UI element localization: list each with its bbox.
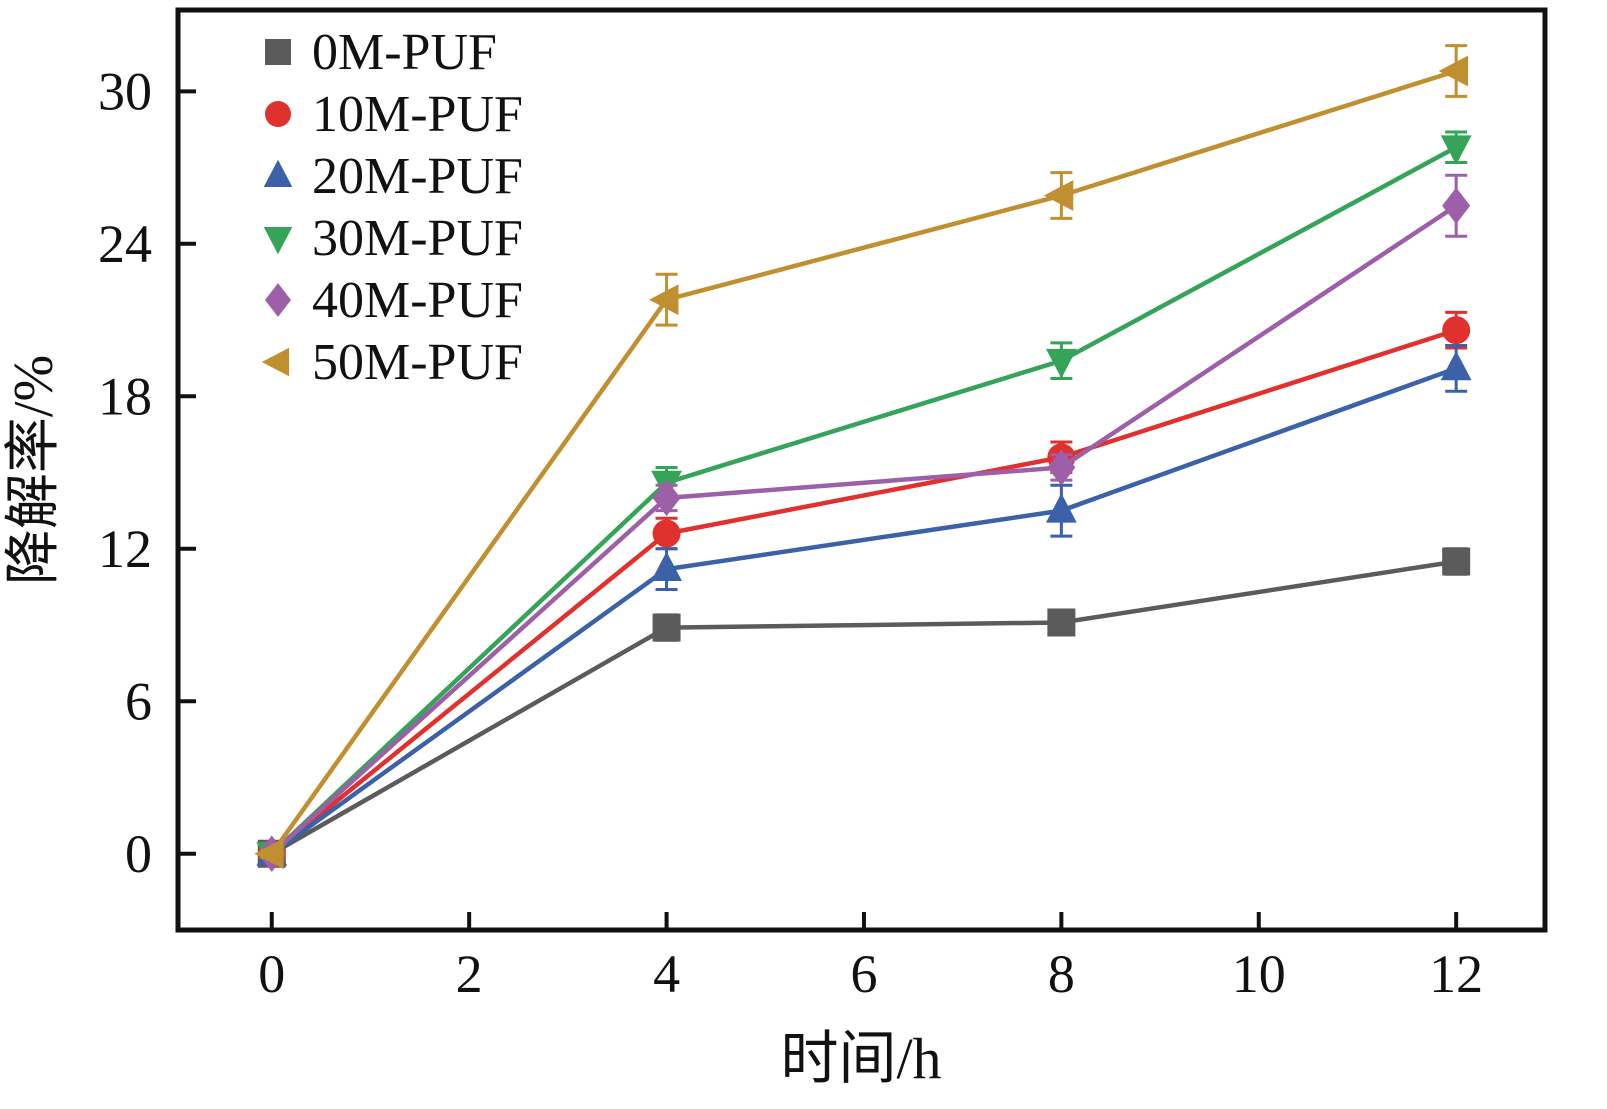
- circle-legend-icon: [265, 101, 291, 127]
- legend-label: 10M-PUF: [312, 86, 523, 143]
- triangle-left-marker: [649, 284, 679, 316]
- y-axis-title: 降解率/%: [3, 355, 65, 585]
- x-tick-label: 4: [653, 944, 680, 1004]
- series-50M-PUF: [254, 44, 1469, 870]
- series-line: [270, 559, 1457, 856]
- y-tick-label: 24: [98, 214, 152, 274]
- plot-frame: [175, 7, 1548, 933]
- y-tick-label: 12: [98, 519, 152, 579]
- y-tick-label: 6: [125, 671, 152, 731]
- x-tick-label: 8: [1048, 944, 1075, 1004]
- circle-marker: [1442, 316, 1471, 345]
- triangle-up-marker: [1045, 493, 1077, 523]
- series-line: [270, 145, 1458, 856]
- x-tick-label: 0: [258, 944, 285, 1004]
- legend-item-0M-PUF: 0M-PUF: [265, 24, 497, 81]
- y-tick-label: 0: [125, 824, 152, 884]
- y-tick-label: 30: [98, 61, 152, 121]
- series-line: [270, 203, 1458, 856]
- series-line: [270, 366, 1457, 856]
- series-line: [270, 328, 1457, 856]
- diamond-legend-icon: [265, 283, 291, 317]
- legend-label: 0M-PUF: [312, 24, 497, 81]
- square-legend-icon: [265, 39, 291, 65]
- square-marker: [652, 613, 681, 642]
- triangle-down-legend-icon: [263, 226, 293, 255]
- triangle-down-marker: [1440, 135, 1472, 165]
- legend-item-50M-PUF: 50M-PUF: [261, 334, 523, 391]
- diamond-marker: [1047, 449, 1076, 486]
- square-marker: [1047, 608, 1076, 637]
- series-10M-PUF: [257, 310, 1471, 868]
- diamond-marker: [652, 479, 681, 517]
- circle-marker: [652, 519, 681, 548]
- triangle-up-marker: [1440, 350, 1472, 381]
- triangle-left-marker: [1043, 180, 1074, 211]
- y-tick-label: 18: [98, 366, 152, 426]
- x-axis-title: 时间/h: [780, 1026, 941, 1091]
- legend: 0M-PUF10M-PUF20M-PUF30M-PUF40M-PUF50M-PU…: [261, 24, 523, 391]
- triangle-left-marker: [254, 838, 284, 870]
- x-tick-label: 6: [850, 944, 877, 1004]
- legend-label: 30M-PUF: [312, 210, 523, 267]
- x-tick-label: 10: [1232, 944, 1286, 1004]
- triangle-down-marker: [1045, 348, 1077, 379]
- triangle-up-legend-icon: [263, 159, 293, 188]
- triangle-up-marker: [651, 551, 682, 582]
- legend-label: 20M-PUF: [312, 148, 523, 205]
- legend-item-40M-PUF: 40M-PUF: [265, 272, 523, 329]
- square-marker: [1442, 547, 1471, 576]
- series-0M-PUF: [257, 547, 1471, 868]
- x-tick-label: 12: [1429, 944, 1483, 1004]
- triangle-left-legend-icon: [261, 347, 290, 377]
- legend-label: 50M-PUF: [312, 334, 523, 391]
- series-group: [254, 44, 1472, 872]
- legend-item-20M-PUF: 20M-PUF: [263, 148, 523, 205]
- series-line: [269, 68, 1457, 856]
- x-tick-label: 2: [456, 944, 483, 1004]
- triangle-left-marker: [1438, 55, 1469, 87]
- legend-item-10M-PUF: 10M-PUF: [265, 86, 523, 143]
- diamond-marker: [1442, 187, 1471, 224]
- legend-label: 40M-PUF: [312, 272, 523, 329]
- legend-item-30M-PUF: 30M-PUF: [263, 210, 523, 267]
